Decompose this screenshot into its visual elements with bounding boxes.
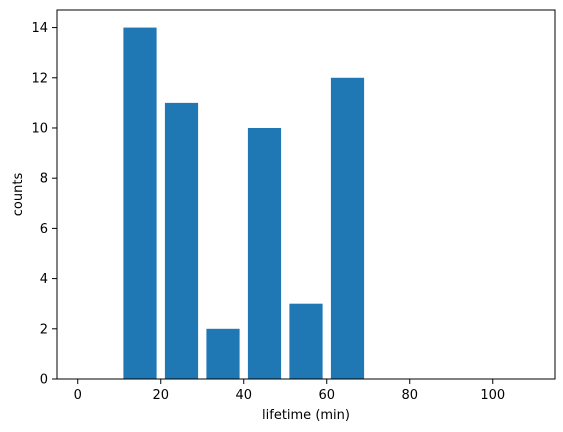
y-axis-ticks: 0 2 4 6 8 10 12 14 bbox=[31, 21, 57, 388]
y-tick-label: 14 bbox=[31, 21, 48, 36]
y-tick-label: 4 bbox=[40, 272, 48, 287]
y-tick-label: 2 bbox=[40, 322, 48, 337]
x-axis-ticks: 0 20 40 60 80 100 bbox=[74, 379, 505, 403]
x-tick-label: 40 bbox=[235, 388, 252, 403]
bar-25 bbox=[164, 102, 199, 379]
y-tick-label: 10 bbox=[31, 121, 48, 136]
y-tick-label: 12 bbox=[31, 71, 48, 86]
bar-35 bbox=[206, 328, 240, 379]
y-tick-label: 6 bbox=[40, 222, 48, 237]
bar-55 bbox=[289, 303, 323, 379]
x-axis-label: lifetime (min) bbox=[262, 408, 350, 423]
bar-65 bbox=[330, 77, 365, 379]
y-tick-label: 8 bbox=[40, 172, 48, 187]
x-tick-label: 20 bbox=[152, 388, 169, 403]
x-tick-label: 80 bbox=[401, 388, 418, 403]
x-tick-label: 100 bbox=[480, 388, 505, 403]
y-axis-label: counts bbox=[11, 173, 26, 217]
x-tick-label: 60 bbox=[318, 388, 335, 403]
plot-frame bbox=[56, 9, 556, 380]
bar-45 bbox=[247, 127, 282, 380]
y-tick-label: 0 bbox=[40, 373, 48, 388]
bars-group bbox=[123, 27, 365, 380]
bar-15 bbox=[123, 27, 157, 379]
x-tick-label: 0 bbox=[74, 388, 82, 403]
